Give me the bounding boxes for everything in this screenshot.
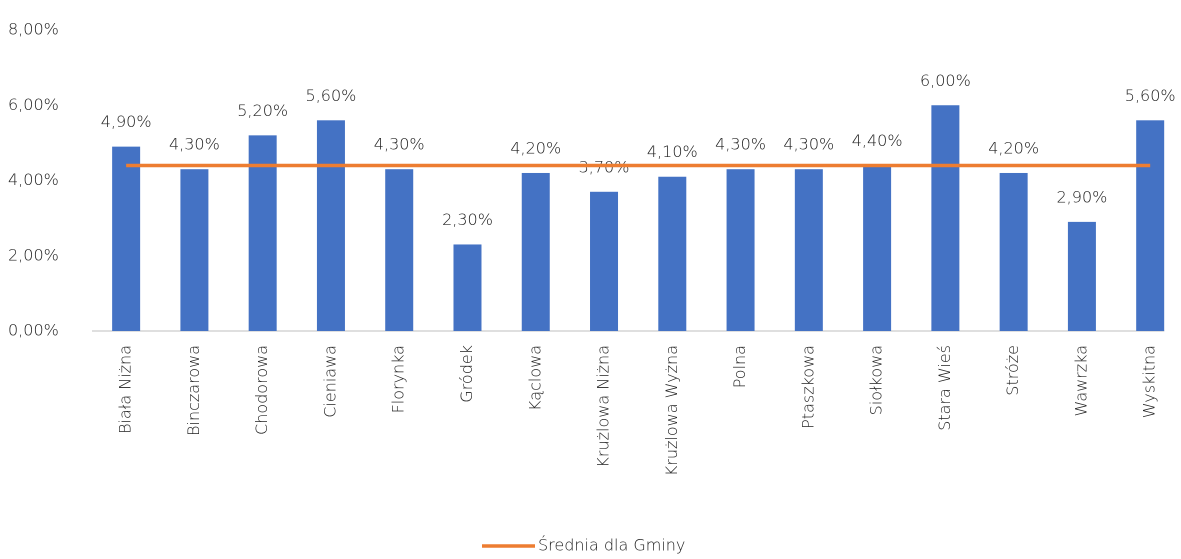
bar	[863, 165, 892, 331]
bar	[590, 191, 619, 331]
bar	[180, 169, 209, 331]
x-tick-label: Krużlowa Niżna	[594, 345, 613, 468]
x-tick-label: Chodorowa	[252, 345, 271, 435]
x-tick-label: Binczarowa	[184, 345, 203, 436]
data-label: 4,10%	[647, 142, 698, 161]
legend-label: Średnia dla Gminy	[538, 536, 685, 555]
bar	[999, 172, 1028, 331]
bar	[931, 105, 960, 331]
x-tick-label: Wawrzka	[1071, 345, 1090, 416]
bar	[453, 244, 482, 331]
x-tick-label: Gródek	[457, 345, 476, 403]
y-tick-label: 6,00%	[8, 95, 59, 114]
x-tick-label: Kąclowa	[525, 345, 544, 411]
data-label: 4,30%	[169, 135, 220, 154]
data-label: 2,30%	[442, 210, 493, 229]
data-label: 4,20%	[988, 138, 1039, 157]
data-label: 5,20%	[237, 101, 288, 120]
bar	[521, 172, 550, 331]
data-label: 2,90%	[1057, 187, 1108, 206]
y-tick-label: 8,00%	[8, 20, 59, 39]
data-label: 5,60%	[306, 86, 357, 105]
x-tick-label: Florynka	[389, 345, 408, 413]
bar	[794, 169, 823, 331]
x-tick-label: Wyskitna	[1140, 345, 1159, 418]
bar	[248, 135, 277, 331]
x-tick-label: Ptaszkowa	[798, 345, 817, 429]
data-label: 5,60%	[1125, 86, 1176, 105]
bar	[385, 169, 414, 331]
bar	[316, 120, 345, 331]
data-label: 4,40%	[852, 131, 903, 150]
data-label: 6,00%	[920, 71, 971, 90]
data-label: 4,90%	[101, 112, 152, 131]
x-tick-label: Krużlowa Wyżna	[662, 345, 681, 476]
x-tick-label: Stara Wieś	[935, 345, 954, 431]
y-tick-label: 2,00%	[8, 245, 59, 264]
x-tick-label: Polna	[730, 345, 749, 388]
x-tick-label: Biała Niżna	[116, 345, 135, 434]
bar	[726, 169, 755, 331]
data-label: 4,20%	[510, 138, 561, 157]
data-label: 4,30%	[783, 135, 834, 154]
y-tick-label: 0,00%	[8, 321, 59, 340]
y-tick-label: 4,00%	[8, 170, 59, 189]
bar	[658, 176, 687, 331]
bar	[112, 146, 141, 331]
bar	[1067, 221, 1096, 331]
x-tick-label: Siołkowa	[867, 345, 886, 415]
bar	[1136, 120, 1165, 331]
data-label: 4,30%	[715, 135, 766, 154]
x-tick-label: Cieniawa	[320, 345, 339, 418]
data-label: 4,30%	[374, 135, 425, 154]
x-tick-label: Stróże	[1003, 345, 1022, 396]
